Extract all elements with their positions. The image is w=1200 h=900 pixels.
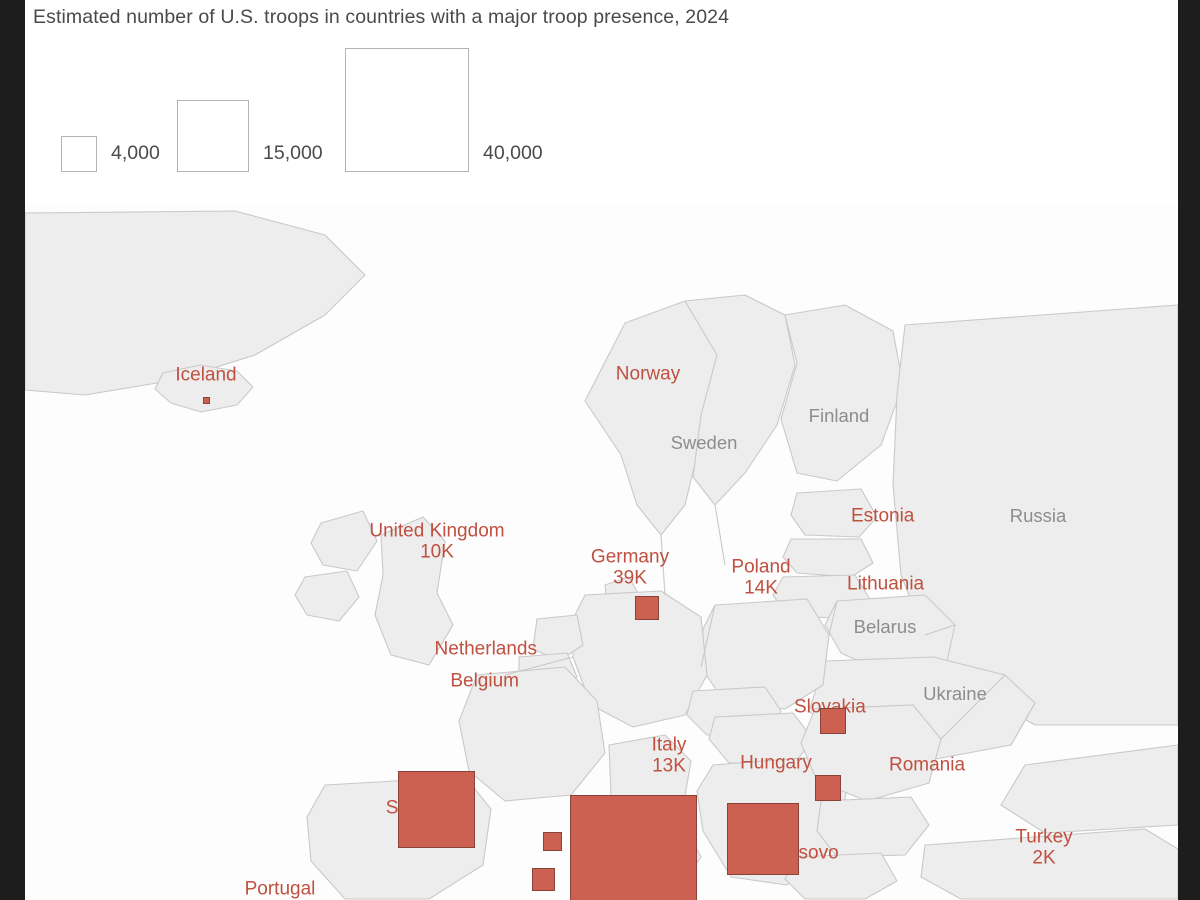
- troop-square-iceland[interactable]: [202, 396, 210, 404]
- troop-square-united-kingdom[interactable]: [397, 770, 475, 848]
- troop-label-germany[interactable]: Germany 39K: [591, 547, 669, 590]
- page-title: Estimated number of U.S. troops in count…: [33, 6, 730, 28]
- troop-label-value: 13K: [652, 756, 686, 777]
- troop-label-netherlands[interactable]: Netherlands: [435, 638, 537, 659]
- troop-label-country: Italy: [651, 734, 687, 756]
- troop-label-country: Norway: [615, 363, 681, 385]
- troop-label-value: 10K: [420, 542, 454, 563]
- country-label-belarus: Belarus: [853, 616, 917, 637]
- troop-label-country: Netherlands: [434, 638, 537, 660]
- troop-label-country: Portugal: [244, 878, 316, 900]
- map-geography: [25, 205, 1178, 900]
- troop-label-country: Belgium: [450, 670, 519, 692]
- troop-label-country: Poland: [731, 556, 791, 578]
- troop-label-value: 2K: [1032, 848, 1056, 869]
- troop-label-value: 39K: [613, 568, 647, 589]
- troop-label-country: Iceland: [175, 364, 237, 386]
- troop-label-value: 14K: [744, 578, 778, 599]
- troop-label-country: Germany: [590, 546, 670, 568]
- troop-label-country: Slovakia: [794, 696, 866, 718]
- troop-label-italy[interactable]: Italy 13K: [652, 735, 687, 778]
- troop-label-hungary[interactable]: Hungary: [740, 752, 812, 773]
- legend-label-40000: 40,000: [483, 142, 543, 164]
- troop-square-belgium[interactable]: [531, 867, 555, 891]
- troop-label-belgium[interactable]: Belgium: [450, 670, 519, 691]
- troop-label-country: Estonia: [851, 505, 915, 527]
- troop-square-lithuania[interactable]: [815, 775, 841, 801]
- size-legend: 4,000 15,000 40,000: [25, 48, 1178, 205]
- visualization-stage: Estimated number of U.S. troops in count…: [25, 0, 1178, 900]
- legend-swatch-15000: [177, 100, 249, 172]
- troop-label-romania[interactable]: Romania: [889, 754, 965, 775]
- troop-square-norway[interactable]: [635, 596, 659, 620]
- letterbox-left: [0, 0, 25, 900]
- troop-label-estonia[interactable]: Estonia: [851, 505, 914, 526]
- country-label-finland: Finland: [808, 405, 870, 426]
- troop-square-estonia[interactable]: [820, 708, 846, 734]
- troop-label-norway[interactable]: Norway: [616, 363, 680, 384]
- troop-label-country: Hungary: [740, 752, 812, 774]
- troop-label-turkey[interactable]: Turkey 2K: [1015, 827, 1072, 870]
- troop-label-portugal[interactable]: Portugal: [245, 878, 316, 899]
- map-canvas: Finland Sweden Russia Belarus Ukraine Iceland…: [25, 205, 1178, 900]
- troop-label-country: Turkey: [1015, 826, 1073, 848]
- troop-square-germany[interactable]: [569, 794, 697, 900]
- country-label-ukraine: Ukraine: [923, 683, 987, 704]
- troop-label-country: Romania: [889, 754, 966, 776]
- legend-label-15000: 15,000: [263, 142, 323, 164]
- troop-label-slovakia[interactable]: Slovakia: [794, 696, 866, 717]
- country-label-russia: Russia: [1009, 505, 1067, 526]
- troop-label-lithuania[interactable]: Lithuania: [847, 573, 924, 594]
- troop-label-poland[interactable]: Poland 14K: [731, 557, 790, 600]
- legend-label-4000: 4,000: [111, 142, 160, 164]
- troop-label-iceland[interactable]: Iceland: [175, 364, 236, 385]
- troop-square-netherlands[interactable]: [542, 831, 562, 851]
- legend-swatch-4000: [61, 136, 97, 172]
- letterbox-right: [1178, 0, 1200, 900]
- legend-swatch-40000: [345, 48, 469, 172]
- country-label-sweden: Sweden: [670, 432, 738, 453]
- troop-label-country: Lithuania: [847, 573, 925, 595]
- troop-square-poland[interactable]: [727, 803, 799, 875]
- troop-label-united-kingdom[interactable]: United Kingdom 10K: [369, 521, 504, 564]
- troop-label-country: United Kingdom: [369, 520, 505, 542]
